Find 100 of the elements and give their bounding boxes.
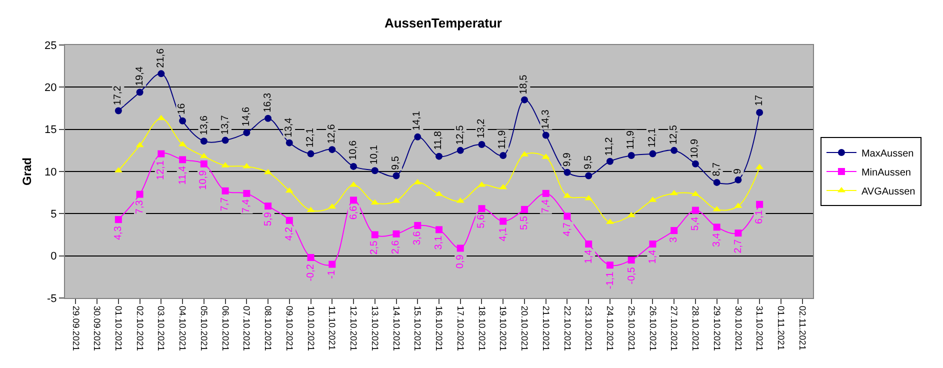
point: [478, 205, 486, 212]
y-tick-label: -5: [47, 292, 57, 305]
x-tick-label: 09.10.2021: [284, 306, 294, 351]
point: [392, 230, 400, 238]
point: [713, 178, 720, 186]
data-label: 11,8: [433, 130, 444, 150]
point: [414, 222, 422, 229]
data-label: 10,9: [198, 170, 209, 190]
y-tick-label: 10: [44, 166, 57, 178]
y-tick-label: 0: [50, 250, 57, 263]
x-tick-label: 03.10.2021: [156, 306, 166, 351]
point: [136, 88, 144, 96]
data-label: 13,7: [220, 114, 231, 135]
point: [200, 152, 208, 158]
x-tick-label: 06.10.2021: [220, 306, 230, 351]
data-label: 16,3: [262, 92, 274, 112]
point: [542, 132, 550, 139]
data-label: 7,4: [241, 198, 252, 214]
data-label: 12,5: [454, 124, 466, 145]
point: [286, 216, 293, 224]
point: [692, 206, 699, 214]
data-label: 10,6: [348, 140, 360, 160]
x-tick-label: 25.10.2021: [626, 306, 636, 351]
data-label: 9,9: [562, 152, 573, 167]
point: [564, 168, 571, 176]
point: [392, 172, 400, 180]
point: [456, 244, 464, 252]
point: [328, 260, 336, 268]
chart-title: AussenTemperatur: [384, 16, 502, 30]
data-label: -0,5: [626, 266, 638, 284]
data-label: -1: [326, 270, 338, 279]
x-tick-label: 21.10.2021: [540, 306, 551, 351]
x-tick-label: 02.10.2021: [134, 306, 145, 351]
point: [649, 150, 656, 158]
x-tick-label: 05.10.2021: [198, 306, 209, 351]
data-label: 5,9: [262, 212, 274, 226]
point: [350, 196, 358, 204]
x-tick-label: 02.11.2021: [797, 306, 808, 350]
data-label: 3,1: [433, 235, 444, 250]
point: [756, 108, 764, 116]
point: [756, 164, 764, 170]
point: [264, 202, 272, 210]
point: [222, 136, 229, 144]
point: [606, 158, 614, 165]
data-label: 5,6: [476, 214, 488, 228]
point: [242, 162, 251, 168]
data-label: 18,5: [518, 74, 530, 94]
point: [436, 226, 442, 234]
x-tick-label: 22.10.2021: [562, 306, 572, 351]
point: [158, 70, 165, 78]
data-label: 8,7: [711, 162, 722, 176]
point: [627, 212, 636, 218]
data-label: 14,1: [412, 110, 423, 131]
y-tick-label: 20: [44, 82, 57, 94]
point: [307, 150, 314, 158]
point: [692, 160, 699, 168]
data-label: 12,1: [304, 128, 316, 148]
legend-label: AVGAussen: [861, 186, 916, 198]
point: [691, 190, 700, 196]
data-label: 9: [732, 168, 744, 174]
data-label: 2,7: [733, 238, 744, 254]
point: [670, 190, 678, 196]
data-label: 9,5: [582, 154, 594, 170]
data-label: 4,1: [498, 227, 509, 242]
data-label: 12,6: [326, 124, 338, 144]
data-label: 4,2: [284, 226, 295, 241]
x-tick-label: 28.10.2021: [690, 306, 701, 351]
point: [628, 256, 635, 264]
point: [414, 133, 422, 140]
x-tick-label: 23.10.2021: [584, 306, 594, 351]
point: [243, 129, 250, 136]
data-label: -1,1: [604, 271, 616, 290]
point: [542, 190, 550, 197]
point: [478, 181, 486, 187]
x-tick-label: 29.10.2021: [712, 306, 722, 351]
point: [136, 190, 144, 198]
point: [712, 206, 721, 212]
data-label: 1,4: [648, 249, 659, 264]
point: [114, 216, 122, 224]
x-tick-label: 15.10.2021: [412, 306, 423, 351]
data-label: 11,9: [497, 130, 508, 150]
point: [200, 160, 208, 168]
data-label: 11,9: [625, 130, 636, 150]
x-tick-label: 16.10.2021: [434, 306, 444, 351]
data-label: 12,5: [668, 124, 680, 145]
data-label: 9,5: [390, 156, 402, 170]
x-tick-label: 27.10.2021: [669, 306, 680, 351]
x-tick-label: 11.10.2021: [327, 306, 338, 350]
point: [649, 240, 656, 248]
x-tick-label: 26.10.2021: [648, 306, 658, 351]
x-tick-label: 20.10.2021: [520, 306, 530, 351]
point: [670, 146, 678, 154]
point: [328, 203, 336, 209]
x-tick-label: 01.11.2021: [776, 306, 786, 350]
x-tick-label: 01.10.2021: [114, 306, 124, 351]
point: [158, 150, 165, 158]
point: [585, 172, 592, 180]
data-label: 7,7: [219, 196, 230, 212]
x-tick-label: 10.10.2021: [306, 306, 316, 351]
y-axis-title: Grad: [20, 157, 34, 186]
